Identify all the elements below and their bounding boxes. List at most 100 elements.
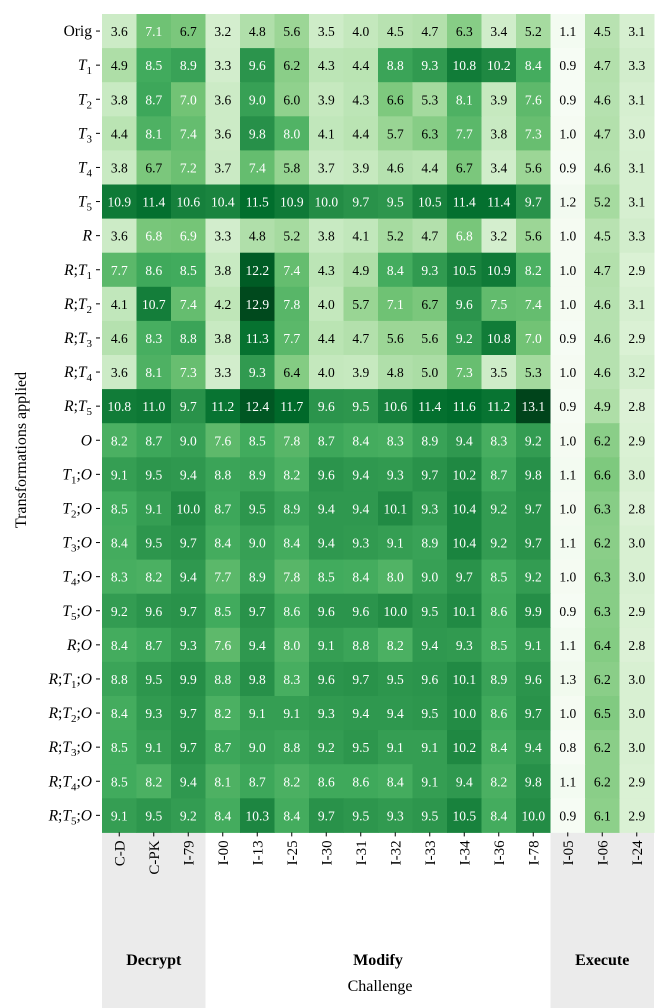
heatmap-cell (447, 491, 482, 526)
cell-value-label: 10.2 (452, 740, 476, 755)
row-label: T3;O (62, 535, 92, 555)
heatmap-cell (102, 184, 137, 220)
cell-value-label: 6.7 (456, 160, 473, 175)
heatmap-cell (481, 627, 517, 663)
cell-value-label: 10.1 (383, 501, 407, 516)
cell-value-label: 4.6 (594, 92, 611, 107)
heatmap-cell (343, 355, 379, 390)
heatmap-cell (412, 48, 448, 83)
heatmap-cell (274, 355, 310, 390)
cell-value-label: 8.4 (214, 808, 231, 823)
heatmap-cell (309, 355, 344, 390)
heatmap-cell (550, 730, 586, 765)
cell-value-label: 10.4 (452, 536, 476, 551)
heatmap-cell (171, 389, 206, 424)
cell-value-label: 9.3 (421, 263, 438, 278)
cell-value-label: 5.0 (421, 365, 438, 380)
heatmap-cell (378, 457, 413, 492)
cell-value-label: 8.6 (145, 263, 162, 278)
cell-value-label: 9.1 (283, 706, 300, 721)
column-label: C-PK (147, 840, 163, 874)
heatmap-cell (619, 661, 655, 697)
cell-value-label: 10.5 (418, 195, 442, 210)
heatmap-cell (447, 525, 482, 561)
heatmap-cell (136, 82, 172, 117)
cell-value-label: 9.0 (249, 740, 266, 755)
cell-value-label: 1.0 (559, 365, 576, 380)
heatmap-cell (619, 355, 655, 390)
cell-value-label: 9.9 (525, 604, 542, 619)
heatmap-cell (619, 593, 655, 629)
row-label: O (81, 432, 92, 449)
cell-value-label: 11.2 (211, 399, 234, 414)
cell-value-label: 8.2 (111, 433, 128, 448)
heatmap-cell (309, 661, 344, 697)
heatmap-cell (516, 218, 551, 254)
cell-value-label: 9.0 (249, 92, 266, 107)
column-group-labels: Decrypt Modify Execute (126, 952, 629, 969)
heatmap-cell (309, 559, 344, 595)
cell-value-label: 4.9 (111, 58, 128, 73)
heatmap-cell (412, 184, 448, 220)
cell-value-label: 8.2 (283, 774, 300, 789)
heatmap-cell (309, 184, 344, 220)
heatmap-cell (240, 696, 275, 731)
heatmap-cell (309, 798, 344, 833)
cell-value-label: 4.5 (594, 229, 611, 244)
heatmap-cell (481, 355, 517, 390)
heatmap-cell (481, 661, 517, 697)
cell-value-label: 4.8 (249, 24, 266, 39)
heatmap-cell (205, 252, 241, 288)
cell-value-label: 7.7 (456, 126, 473, 141)
cell-value-label: 10.0 (383, 604, 407, 619)
cell-value-label: 3.2 (490, 229, 507, 244)
heatmap-cell (412, 82, 448, 117)
cell-value-label: 4.9 (352, 263, 369, 278)
cell-value-label: 4.4 (352, 126, 369, 141)
heatmap-cell (136, 355, 172, 390)
cell-value-label: 3.9 (352, 160, 369, 175)
cell-value-label: 9.7 (525, 706, 542, 721)
heatmap-cell (585, 661, 620, 697)
heatmap-cell (102, 320, 137, 356)
cell-value-label: 9.3 (387, 467, 404, 482)
cell-value-label: 3.1 (628, 297, 645, 312)
cell-value-label: 10.1 (452, 604, 476, 619)
cell-value-label: 9.2 (456, 331, 473, 346)
cell-value-label: 6.7 (421, 297, 438, 312)
cell-value-label: 9.4 (352, 706, 369, 721)
cell-value-label: 9.5 (352, 740, 369, 755)
cell-value-label: 8.2 (387, 638, 404, 653)
heatmap-cell (274, 82, 310, 117)
heatmap-cell (516, 798, 551, 833)
heatmap-cell (274, 559, 310, 595)
cell-value-label: 1.1 (559, 638, 576, 653)
cell-value-label: 8.5 (490, 638, 507, 653)
cell-value-label: 7.4 (180, 297, 197, 312)
row-label: T3 (78, 125, 93, 145)
heatmap-cell (585, 730, 620, 765)
cell-value-label: 3.1 (628, 24, 645, 39)
cell-value-label: 8.4 (387, 263, 404, 278)
cell-value-label: 8.9 (180, 58, 197, 73)
cell-value-label: 10.0 (176, 501, 200, 516)
cell-value-label: 9.6 (249, 58, 266, 73)
cell-value-label: 4.6 (594, 365, 611, 380)
cell-value-label: 10.3 (245, 808, 269, 823)
cell-value-label: 8.9 (249, 570, 266, 585)
heatmap-cell (240, 218, 275, 254)
heatmap-cell (343, 730, 379, 765)
heatmap-cell (516, 764, 551, 799)
heatmap-cell (516, 150, 551, 185)
heatmap-cell (516, 389, 551, 424)
heatmap-cell (412, 150, 448, 185)
heatmap-cell (240, 593, 275, 629)
row-label: R;T2 (63, 296, 92, 316)
heatmap-cell (412, 252, 448, 288)
cell-value-label: 8.5 (490, 570, 507, 585)
cell-value-label: 8.0 (283, 126, 300, 141)
cell-value-label: 2.9 (628, 331, 645, 346)
column-label: I-79 (181, 840, 197, 865)
cell-value-label: 4.3 (352, 92, 369, 107)
